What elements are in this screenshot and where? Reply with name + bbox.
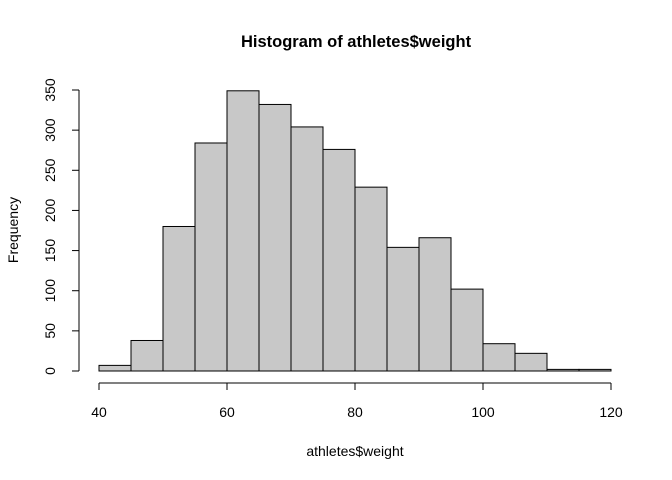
histogram-bar-45-50 [130, 339, 164, 372]
histogram-bar-75-80 [322, 148, 356, 372]
histogram-bar-70-75 [290, 126, 324, 372]
histogram-bar-50-55 [162, 225, 196, 372]
y-tick-label-250: 250 [42, 158, 58, 182]
y-tick-label-0: 0 [42, 367, 58, 375]
histogram-bar-40-45 [98, 364, 132, 372]
x-tick-label-60: 60 [219, 404, 235, 420]
x-axis: 40 60 80 100 120 [91, 382, 623, 420]
y-axis-label: Frequency [5, 197, 21, 263]
x-tick-label-120: 120 [599, 404, 623, 420]
histogram-bar-115-120 [578, 368, 612, 372]
y-tick-label-350: 350 [42, 78, 58, 102]
histogram-bar-110-115 [546, 368, 580, 372]
histogram-bar-85-90 [386, 246, 420, 372]
histogram-bar-100-105 [482, 343, 516, 372]
y-tick-label-300: 300 [42, 118, 58, 142]
y-tick-label-150: 150 [42, 239, 58, 263]
chart-title: Histogram of athletes$weight [241, 33, 472, 51]
histogram-bar-55-60 [194, 142, 228, 372]
y-tick-label-100: 100 [42, 279, 58, 303]
bars-group [98, 90, 612, 372]
histogram-bar-80-85 [354, 186, 388, 372]
y-tick-label-200: 200 [42, 199, 58, 223]
histogram-bar-95-100 [450, 288, 484, 372]
x-tick-label-100: 100 [471, 404, 495, 420]
x-axis-label: athletes$weight [306, 443, 403, 459]
y-tick-label-50: 50 [42, 323, 58, 339]
histogram-bar-105-110 [514, 352, 548, 372]
histogram-bar-65-70 [258, 103, 292, 372]
histogram-bar-90-95 [418, 237, 452, 372]
y-axis: 0 50 100 150 200 250 300 350 [42, 78, 80, 375]
x-tick-label-40: 40 [91, 404, 107, 420]
x-tick-label-80: 80 [347, 404, 363, 420]
histogram-bar-60-65 [226, 90, 260, 372]
